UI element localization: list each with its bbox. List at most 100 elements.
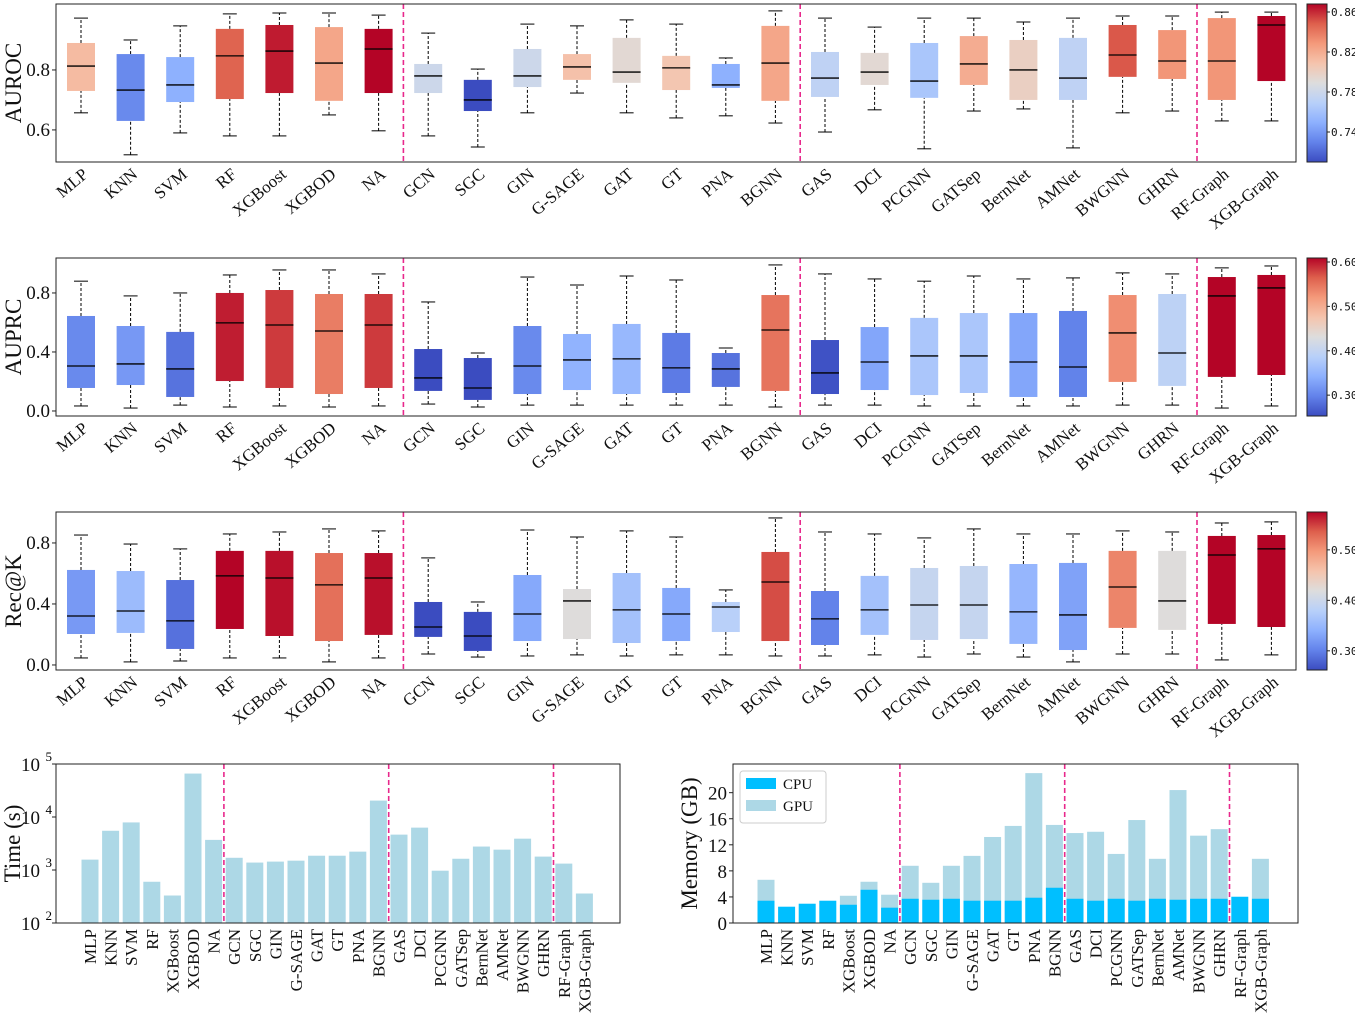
plot-frame <box>55 763 621 924</box>
x-tick-label: PCGNN <box>878 165 934 217</box>
box-iqr <box>662 332 691 393</box>
box-iqr <box>513 326 542 395</box>
x-tick-label: GAS <box>797 673 835 709</box>
bar-CPU-PNA <box>1025 897 1043 923</box>
colorbar <box>1306 257 1328 417</box>
bar-time-GT <box>328 855 346 923</box>
box-GHRN <box>1158 15 1187 112</box>
y-tick-label: 0.4 <box>26 594 50 615</box>
x-tick-label: G-SAGE <box>963 929 982 991</box>
x-tick-label: GHRN <box>1210 929 1229 977</box>
x-tick-label: XGBoost <box>839 929 858 994</box>
box-RF-Graph <box>1207 267 1236 409</box>
box-GT <box>662 23 691 119</box>
x-tick-label: DCI <box>411 929 430 959</box>
box-iqr <box>1257 274 1286 375</box>
box-BernNet <box>1009 533 1038 658</box>
x-tick-label: GCN <box>399 673 439 711</box>
x-tick-label: AMNet <box>493 929 512 981</box>
bar-CPU-DCI <box>1087 900 1105 923</box>
box-BGNN <box>761 517 790 657</box>
colorbar-tick-label: 0.30 <box>1331 645 1355 658</box>
box-AMNet <box>1059 17 1087 149</box>
x-tick-label: GCN <box>901 929 920 965</box>
bar-time-AMNet <box>493 849 511 923</box>
x-tick-label: DCI <box>851 672 886 706</box>
bar-time-G-SAGE <box>287 860 305 923</box>
bar-time-GAS <box>390 834 408 923</box>
x-tick-label: PNA <box>349 928 368 963</box>
x-tick-label: PNA <box>1025 928 1044 963</box>
box-iqr <box>1108 295 1137 382</box>
box-iqr <box>116 326 145 386</box>
box-GCN <box>414 32 443 137</box>
bar-time-BernNet <box>472 846 490 923</box>
box-GAS <box>811 273 839 406</box>
x-tick-label: RF-Graph <box>555 929 574 998</box>
box-XGBoost <box>265 269 294 407</box>
box-GAS <box>811 17 839 133</box>
x-tick-label: GHRN <box>534 929 553 977</box>
x-tick-label: DCI <box>851 418 886 452</box>
bar-time-GAT <box>308 855 326 923</box>
tick-base: 10 <box>21 914 40 935</box>
colorbar-tick-label: 0.86 <box>1331 6 1355 19</box>
legend-swatch-gpu <box>746 800 776 811</box>
x-tick-label: NA <box>358 672 390 703</box>
box-SVM <box>166 25 195 134</box>
x-tick-label: GATSep <box>1128 929 1147 988</box>
bar-time-PCGNN <box>431 870 449 923</box>
box-XGB-Graph <box>1257 11 1286 122</box>
bar-GPU-GATSep <box>1128 820 1146 923</box>
box-GT <box>662 279 691 406</box>
y-tick-label: 10 <box>21 914 40 935</box>
legend-swatch-cpu <box>746 778 776 789</box>
bar-time-NA <box>205 839 223 923</box>
y-tick-label: 10 <box>21 755 40 776</box>
box-XGB-Graph <box>1257 265 1286 407</box>
x-tick-label: GAT <box>984 928 1003 962</box>
bar-time-GCN <box>225 857 243 923</box>
x-tick-label: BernNet <box>472 929 491 987</box>
x-tick-label: GT <box>657 672 687 702</box>
x-tick-label: GIN <box>503 419 538 453</box>
x-tick-label: BWGNN <box>1072 419 1133 475</box>
box-XGBoost <box>265 531 294 659</box>
box-iqr <box>67 42 95 91</box>
box-iqr <box>1207 18 1236 100</box>
x-tick-label: PNA <box>698 672 737 709</box>
y-axis-label: AUROC <box>1 43 26 124</box>
box-GCN <box>414 301 443 405</box>
x-tick-label: GAT <box>308 928 327 962</box>
bar-CPU-GAS <box>1066 898 1084 923</box>
box-iqr <box>414 63 443 94</box>
box-MLP <box>67 280 95 407</box>
box-GIN <box>513 276 542 406</box>
x-tick-label: XGBOD <box>184 929 203 989</box>
box-iqr <box>215 28 244 100</box>
x-tick-label: PCGNN <box>431 929 450 987</box>
box-BGNN <box>761 10 790 124</box>
box-PNA <box>711 57 740 117</box>
x-tick-label: SVM <box>150 419 190 457</box>
box-iqr <box>711 63 740 88</box>
box-BernNet <box>1009 278 1038 407</box>
x-tick-label: GATSep <box>927 419 984 471</box>
box-PCGNN <box>910 17 939 150</box>
x-tick-label: KNN <box>102 929 121 966</box>
box-GHRN <box>1158 273 1187 406</box>
x-tick-label: NA <box>881 928 900 953</box>
bar-time-XGBoost <box>163 895 181 923</box>
bar-time-GIN <box>266 861 284 923</box>
x-tick-label: GCN <box>399 419 439 457</box>
box-iqr <box>1059 562 1087 651</box>
box-GCN <box>414 557 443 655</box>
box-RF-Graph <box>1207 522 1236 661</box>
box-iqr <box>1108 24 1137 77</box>
box-RF <box>215 533 244 659</box>
tick-base: 10 <box>21 808 40 829</box>
bar-time-RF-Graph <box>555 863 573 923</box>
box-iqr <box>215 550 244 629</box>
